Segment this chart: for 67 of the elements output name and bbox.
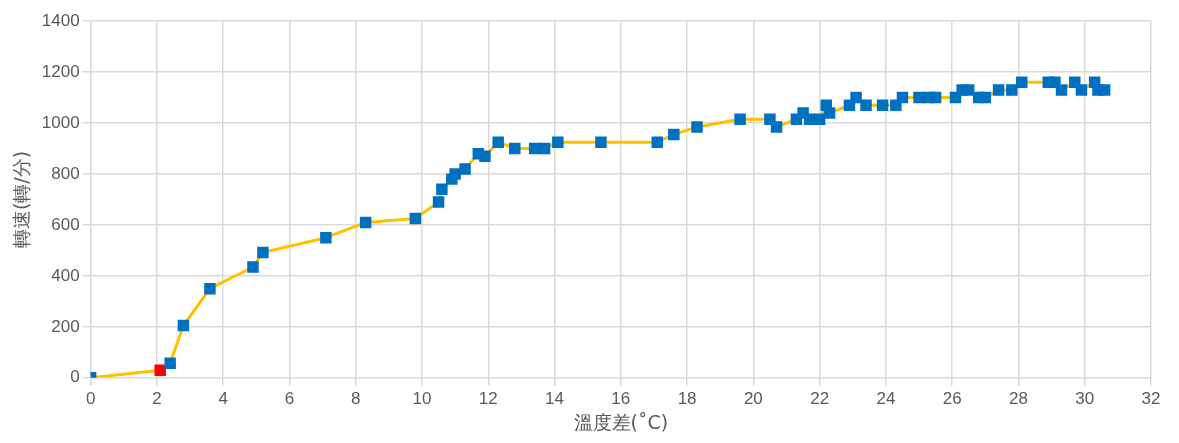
x-tick-label: 2 <box>152 388 162 408</box>
x-axis-title: 溫度差(˚C) <box>573 410 669 433</box>
point <box>1016 76 1028 89</box>
point <box>164 357 176 370</box>
point <box>538 142 551 155</box>
y-tick-label: 200 <box>51 316 80 336</box>
point <box>247 261 259 273</box>
x-tick-label: 0 <box>85 388 96 408</box>
point <box>963 84 975 96</box>
x-tick-label: 6 <box>284 388 295 408</box>
point <box>459 163 471 175</box>
point <box>734 113 746 126</box>
point <box>1006 84 1018 96</box>
point <box>896 91 909 104</box>
y-tick-label: 1000 <box>41 112 80 132</box>
point <box>929 91 942 104</box>
point <box>668 128 680 141</box>
point <box>409 212 422 225</box>
x-tick-label: 24 <box>876 388 896 408</box>
x-tick-label: 26 <box>942 388 962 408</box>
y-tick-label: 400 <box>51 265 80 285</box>
point <box>492 136 504 148</box>
x-tick-label: 8 <box>350 388 361 408</box>
point <box>509 142 521 155</box>
point <box>1098 84 1111 96</box>
point <box>479 150 491 162</box>
point <box>436 183 448 196</box>
y-tick-label: 0 <box>70 367 80 387</box>
point <box>691 121 703 133</box>
point <box>850 91 862 104</box>
point <box>992 84 1005 96</box>
point <box>823 107 836 119</box>
point <box>432 196 445 208</box>
x-tick-label: 16 <box>611 388 631 408</box>
x-tick-label: 32 <box>1141 388 1161 408</box>
point <box>1075 84 1088 96</box>
x-tick-label: 10 <box>412 388 432 408</box>
y-tick-label: 600 <box>51 214 80 234</box>
point <box>552 136 564 148</box>
point <box>860 99 872 111</box>
point <box>876 99 889 111</box>
point <box>651 136 663 148</box>
x-tick-label: 22 <box>810 388 830 408</box>
point <box>154 364 166 376</box>
point <box>890 99 902 111</box>
x-tick-label: 14 <box>545 388 564 408</box>
y-axis-title: 轉速(轉/分) <box>10 150 33 249</box>
y-tick-label: 1200 <box>41 61 80 81</box>
x-tick-label: 12 <box>478 388 498 408</box>
y-tick-label: 800 <box>51 163 80 183</box>
point <box>204 282 216 295</box>
y-tick-label: 1400 <box>41 10 80 30</box>
x-tick-label: 20 <box>743 388 763 408</box>
point <box>979 91 992 104</box>
point <box>320 231 332 244</box>
point <box>449 168 461 180</box>
x-tick-label: 30 <box>1075 388 1095 408</box>
point <box>595 136 607 148</box>
point <box>770 121 783 133</box>
point <box>257 246 269 259</box>
x-tick-label: 4 <box>218 388 228 408</box>
point <box>359 216 372 229</box>
x-tick-label: 18 <box>677 388 697 408</box>
x-tick-label: 28 <box>1008 388 1028 408</box>
point <box>813 113 826 126</box>
point <box>177 319 190 332</box>
point <box>1055 84 1068 96</box>
